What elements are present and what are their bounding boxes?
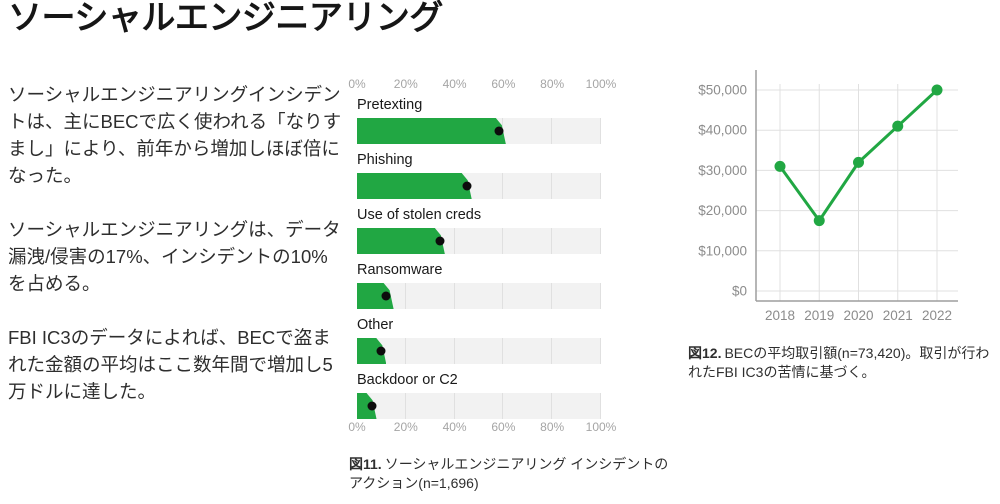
social-engineering-actions-bar-chart: 0% 20% 40% 60% 80% 100% 0% 20% 40% 60% 80% 100% Pret…	[348, 77, 616, 440]
figure-12-text: BECの平均取引額(n=73,420)。取引が行われたFBI IC3の苦情に基づ…	[688, 345, 990, 380]
bar-label-ransomware: Ransomware	[357, 262, 443, 278]
bar-axis-bottom-tick: 40%	[442, 420, 467, 434]
bar-track-phishing	[357, 173, 601, 199]
bar-axis-top-tick: 40%	[442, 77, 467, 91]
line-chart-x-tick-label: 2021	[883, 308, 913, 323]
bar-label-pretexting: Pretexting	[357, 97, 423, 113]
bar-gridline	[600, 173, 601, 199]
bar-axis-top-tick: 80%	[540, 77, 565, 91]
figure-12-label: 図12.	[688, 345, 722, 361]
bar-dot-marker-pretexting	[494, 126, 504, 136]
line-chart-x-tick-label: 2020	[843, 308, 873, 323]
bar-axis-bottom-tick: 20%	[393, 420, 418, 434]
bar-axis-top-tick: 20%	[393, 77, 418, 91]
line-chart-y-tick-label: $30,000	[698, 163, 747, 178]
bar-gridline	[502, 393, 504, 419]
bar-use-of-stolen-creds	[357, 228, 445, 254]
bar-backdoor-or-c2	[357, 393, 377, 419]
intro-paragraph-2: ソーシャルエンジニアリングは、データ漏洩/侵害の17%、インシデントの10%を占…	[8, 219, 341, 294]
bar-gridline	[600, 228, 601, 254]
bar-track-use-of-stolen-creds	[357, 228, 601, 254]
line-chart-y-tick-label: $50,000	[698, 83, 747, 98]
bar-gridline	[600, 118, 601, 144]
line-chart-y-tick-label: $0	[732, 284, 747, 299]
line-chart-y-tick-label: $20,000	[698, 203, 747, 218]
bar-gridline	[404, 338, 406, 364]
line-chart-y-tick-label: $10,000	[698, 243, 747, 258]
bar-axis-bottom-tick: 60%	[491, 420, 516, 434]
line-chart-point-2018	[774, 160, 786, 172]
bar-phishing	[357, 173, 472, 199]
bar-axis-bottom-tick: 0%	[348, 420, 366, 434]
bar-gridline	[502, 228, 504, 254]
bar-track-other	[357, 338, 601, 364]
bar-gridline	[551, 173, 553, 199]
page-title: ソーシャルエンジニアリング	[8, 0, 443, 37]
bar-pretexting	[357, 118, 506, 144]
bar-dot-marker-other	[376, 346, 386, 356]
bar-label-other: Other	[357, 317, 394, 333]
bar-gridline	[404, 393, 406, 419]
bar-track-backdoor-or-c2	[357, 393, 601, 419]
intro-text: ソーシャルエンジニアリングインシデントは、主にBECで広く使われる「なりすまし」…	[8, 81, 344, 432]
line-chart-x-tick-label: 2019	[804, 308, 834, 323]
bar-track-ransomware	[357, 283, 601, 309]
bar-axis-bottom-tick: 100%	[585, 420, 617, 434]
bar-label-backdoor-or-c2: Backdoor or C2	[357, 372, 458, 388]
bar-gridline	[551, 283, 553, 309]
bar-gridline	[502, 338, 504, 364]
bar-gridline	[600, 283, 601, 309]
line-chart-y-tick-label: $40,000	[698, 123, 747, 138]
figure-11-caption: 図11. ソーシャルエンジニアリング インシデントのアクション(n=1,696)	[349, 455, 669, 493]
bar-label-phishing: Phishing	[357, 152, 413, 168]
bar-axis-top-tick: 100%	[585, 77, 617, 91]
bar-dot-marker-ransomware	[381, 291, 391, 301]
bar-gridline	[551, 338, 553, 364]
figure-12-caption: 図12. BECの平均取引額(n=73,420)。取引が行われたFBI IC3の苦…	[688, 344, 992, 382]
bar-dot-marker-backdoor-or-c2	[367, 401, 377, 411]
bar-gridline	[600, 338, 601, 364]
bar-gridline	[453, 283, 455, 309]
bar-gridline	[551, 393, 553, 419]
intro-paragraph-1: ソーシャルエンジニアリングインシデントは、主にBECで広く使われる「なりすまし」…	[8, 84, 342, 186]
bar-gridline	[404, 283, 406, 309]
bar-axis-bottom-tick: 80%	[540, 420, 565, 434]
bar-label-use-of-stolen-creds: Use of stolen creds	[357, 207, 482, 223]
line-chart-point-2020	[853, 156, 864, 168]
bar-axis-top-tick: 0%	[348, 77, 366, 91]
bar-gridline	[502, 283, 504, 309]
bar-dot-marker-use-of-stolen-creds	[435, 236, 445, 246]
bar-gridline	[453, 228, 455, 254]
bec-transaction-line-chart: $0 $10,000 $20,000 $30,000 $40,000 $50,000 201…	[698, 70, 958, 323]
bar-gridline	[600, 393, 601, 419]
figure-11-text: ソーシャルエンジニアリング インシデントのアクション(n=1,696)	[349, 456, 669, 491]
line-chart-point-2021	[892, 120, 904, 132]
line-chart-point-2022	[931, 84, 943, 96]
line-chart-x-tick-label: 2022	[922, 308, 952, 323]
line-chart-point-2019	[813, 215, 825, 227]
bar-track-pretexting	[357, 118, 601, 144]
bar-dot-marker-phishing	[462, 181, 472, 191]
intro-paragraph-3: FBI IC3のデータによれば、BECで盗まれた金額の平均はここ数年間で増加し5…	[8, 327, 333, 402]
line-chart-x-tick-label: 2018	[765, 308, 795, 323]
figure-11-label: 図11.	[349, 456, 382, 472]
bar-gridline	[502, 173, 504, 199]
bar-gridline	[453, 338, 455, 364]
bar-gridline	[551, 118, 553, 144]
bar-gridline	[453, 393, 455, 419]
bar-gridline	[551, 228, 553, 254]
bar-axis-top-tick: 60%	[491, 77, 516, 91]
